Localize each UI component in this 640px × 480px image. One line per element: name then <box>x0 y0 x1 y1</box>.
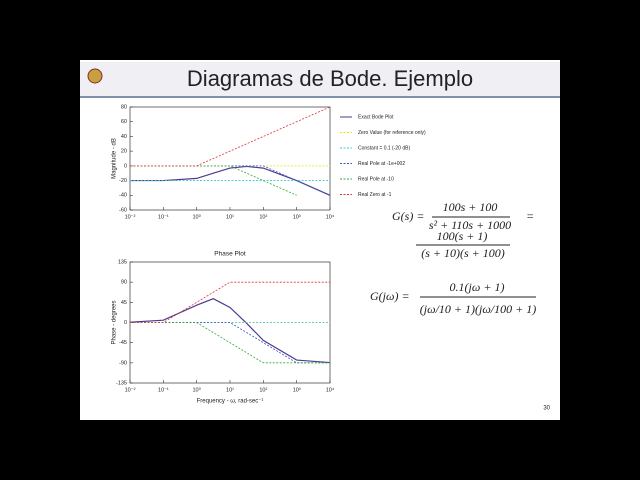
y-tick-label: -60 <box>119 207 127 213</box>
x-tick-label: 10⁻² <box>125 387 136 393</box>
y-tick-label: -20 <box>119 178 127 184</box>
y-tick-label: 80 <box>121 104 127 110</box>
legend-label: Zero Value (for reference only) <box>358 130 426 136</box>
eq-denominator: (jω/10 + 1)(jω/100 + 1) <box>420 302 536 316</box>
x-tick-label: 10⁻¹ <box>158 387 169 393</box>
y-axis-label: Magnitude - dB <box>112 138 118 179</box>
x-tick-label: 10³ <box>293 387 301 393</box>
y-tick-label: -45 <box>119 340 127 346</box>
title-bar <box>80 62 560 96</box>
eq-suffix: = <box>526 209 534 223</box>
x-tick-label: 10⁻¹ <box>158 214 169 220</box>
plot-title: Phase Plot <box>214 251 246 258</box>
y-tick-label: -40 <box>119 193 127 199</box>
legend-label: Constant = 0.1 (-20 dB) <box>358 145 410 151</box>
x-axis-label: Frequency - ω, rad-sec⁻¹ <box>197 399 264 405</box>
y-tick-label: 45 <box>121 300 127 306</box>
x-tick-label: 10⁰ <box>193 213 202 220</box>
y-tick-label: -135 <box>116 380 127 386</box>
logo <box>87 68 103 84</box>
x-tick-label: 10¹ <box>226 387 234 393</box>
eq-numerator: 100(s + 1) <box>437 229 488 243</box>
eq-denominator: (s + 10)(s + 100) <box>421 246 505 260</box>
series-line <box>129 298 331 364</box>
equation-2: G(jω) = 0.1(jω + 1) (jω/10 + 1)(jω/100 +… <box>370 280 536 316</box>
series-line <box>130 106 331 167</box>
equation-1: G(s) = 100s + 100 s² + 110s + 1000 = 100… <box>392 200 534 260</box>
legend-label: Real Pole at -10 <box>358 176 394 182</box>
slide-title: Diagramas de Bode. Ejemplo <box>187 66 473 91</box>
legend-label: Real Zero at -1 <box>358 192 392 198</box>
y-tick-label: 40 <box>121 134 127 140</box>
slide <box>80 60 560 420</box>
x-tick-label: 10² <box>259 214 267 220</box>
y-tick-label: 90 <box>121 280 127 286</box>
x-tick-label: 10² <box>259 387 267 393</box>
y-tick-label: 0 <box>124 320 127 326</box>
y-tick-label: 0 <box>124 163 127 169</box>
legend-label: Real Pole at -1e+002 <box>358 161 405 167</box>
title-rule <box>80 96 560 98</box>
series-line <box>130 165 331 196</box>
x-tick-label: 10⁻² <box>125 214 136 220</box>
x-tick-label: 10⁰ <box>193 386 202 393</box>
x-tick-label: 10⁴ <box>326 213 335 220</box>
y-tick-label: 60 <box>121 119 127 125</box>
page-number: 30 <box>543 406 550 412</box>
y-tick-label: 135 <box>118 259 127 265</box>
eq-denominator: s² + 110s + 1000 <box>429 218 511 232</box>
eq-lhs: G(jω) = <box>370 289 410 303</box>
series-line <box>130 281 330 323</box>
eq-numerator: 100s + 100 <box>443 200 498 214</box>
eq-numerator: 0.1(jω + 1) <box>450 280 505 294</box>
series-line <box>129 165 331 196</box>
x-tick-label: 10¹ <box>226 214 234 220</box>
y-axis-label: Phase - degrees <box>112 300 118 344</box>
y-tick-label: 20 <box>121 149 127 155</box>
x-tick-label: 10⁴ <box>326 386 335 393</box>
x-tick-label: 10³ <box>293 214 301 220</box>
legend-label: Exact Bode Plot <box>358 114 394 120</box>
eq-lhs: G(s) = <box>392 209 424 223</box>
y-tick-label: -90 <box>119 360 127 366</box>
